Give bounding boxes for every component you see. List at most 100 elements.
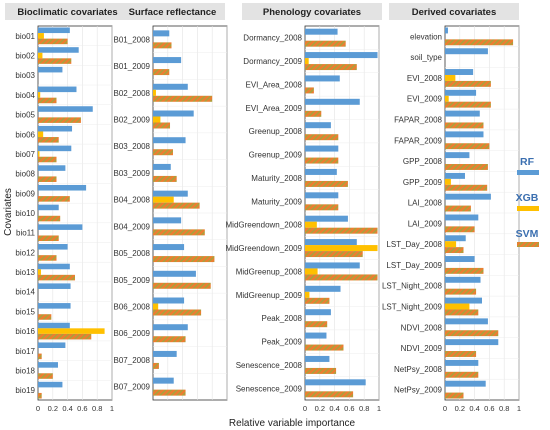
bar-rf xyxy=(305,379,366,386)
bar-rf xyxy=(305,145,339,152)
x-tick-label: 0 xyxy=(443,404,447,413)
bar-svm xyxy=(305,251,363,258)
category-label: B02_2009 xyxy=(114,116,151,125)
panel-title: Derived covariates xyxy=(412,7,497,18)
bar-rf xyxy=(38,106,93,112)
category-b06-2009 xyxy=(153,324,188,343)
category-b04-2008 xyxy=(153,190,200,209)
bar-svm xyxy=(445,164,488,170)
category-label: Dormancy_2009 xyxy=(243,57,302,66)
category-label: MidGreendown_2009 xyxy=(226,244,303,253)
category-label: LST_Night_2009 xyxy=(382,303,443,312)
category-label: B05_2009 xyxy=(114,276,151,285)
x-tick-label: 1 xyxy=(517,404,521,413)
bar-svm xyxy=(153,69,170,76)
category-senescence-2008 xyxy=(305,355,337,374)
category-label: B01_2008 xyxy=(114,35,151,44)
category-label: EVI_Area_2008 xyxy=(246,80,303,89)
bar-rf xyxy=(153,297,185,304)
bar-svm xyxy=(38,137,59,143)
x-axis-label: Relative variable importance xyxy=(229,418,356,429)
bar-svm xyxy=(305,110,322,117)
bar-svm xyxy=(445,39,514,46)
bar-rf xyxy=(305,98,360,105)
x-tick-label: 0.2 xyxy=(48,404,58,413)
bar-rf xyxy=(38,145,72,152)
bar-svm xyxy=(153,202,200,209)
category-bio18 xyxy=(38,362,58,379)
category-label: B07_2008 xyxy=(114,356,151,365)
bar-rf xyxy=(445,48,488,55)
bar-svm xyxy=(38,58,72,64)
bar-rf xyxy=(305,309,331,316)
category-label: bio19 xyxy=(15,386,35,395)
category-label: B03_2009 xyxy=(114,169,151,178)
bar-svm xyxy=(305,391,354,398)
bar-rf xyxy=(445,256,475,262)
bar-rf xyxy=(153,350,177,357)
panel-derived-covariates: Derived covariates elevation soil_type EVI_… xyxy=(382,3,521,413)
category-bio04 xyxy=(38,86,77,104)
bar-rf xyxy=(153,244,185,251)
bar-svm xyxy=(153,175,177,182)
bar-xgb xyxy=(305,245,378,252)
category-label: bio06 xyxy=(15,130,35,139)
bar-xgb xyxy=(38,151,40,157)
bar-rf xyxy=(153,110,194,117)
category-label: bio05 xyxy=(15,111,35,120)
legend-swatch-xgb xyxy=(517,206,539,211)
category-lai-2009 xyxy=(445,214,479,233)
bar-rf xyxy=(305,262,360,269)
panel-header xyxy=(5,3,130,20)
bar-rf xyxy=(445,318,488,325)
bar-rf xyxy=(305,28,338,35)
bar-xgb xyxy=(153,116,161,123)
category-midgreendown-2008 xyxy=(305,215,378,234)
bar-rf xyxy=(38,66,63,73)
category-evi-2009 xyxy=(445,89,491,108)
category-label: B06_2008 xyxy=(114,303,151,312)
bar-xgb xyxy=(38,269,41,275)
category-label: B04_2008 xyxy=(114,196,151,205)
bar-rf xyxy=(153,137,186,144)
x-tick-label: 0.4 xyxy=(329,404,339,413)
bar-svm xyxy=(305,40,346,47)
category-b01-2008 xyxy=(153,30,172,49)
bar-xgb xyxy=(153,89,156,96)
bar-rf xyxy=(38,47,79,53)
category-label: Peak_2008 xyxy=(262,314,303,323)
category-label: bio14 xyxy=(15,288,35,297)
legend-swatch-rf xyxy=(517,170,539,175)
panel-bioclimatic-covariates: Bioclimatic covariates bio01 bio02 bio03 bio… xyxy=(5,3,130,413)
bar-svm xyxy=(153,229,205,236)
x-tick-label: 0.2 xyxy=(315,404,325,413)
category-dormancy-2009 xyxy=(305,52,378,71)
category-label: bio16 xyxy=(15,327,35,336)
bar-svm xyxy=(445,205,471,212)
bar-xgb xyxy=(445,95,449,102)
bar-svm xyxy=(445,267,484,274)
category-label: bio07 xyxy=(15,150,35,159)
category-label: NDVI_2009 xyxy=(401,344,443,353)
bar-svm xyxy=(38,392,42,399)
x-tick-label: 0 xyxy=(36,404,40,413)
category-label: B06_2009 xyxy=(114,329,151,338)
category-label: Senescence_2009 xyxy=(236,384,303,393)
bar-rf xyxy=(38,303,71,309)
category-b02-2008 xyxy=(153,83,213,102)
category-maturity-2009 xyxy=(305,192,339,211)
category-label: bio13 xyxy=(15,268,35,277)
category-gpp-2008 xyxy=(445,152,488,170)
category-bio07 xyxy=(38,145,72,163)
bar-svm xyxy=(305,204,339,211)
bar-rf xyxy=(153,30,170,37)
category-bio15 xyxy=(38,303,71,320)
category-label: B03_2008 xyxy=(114,142,151,151)
bar-rf xyxy=(305,239,357,246)
bar-svm xyxy=(153,149,173,156)
category-label: bio17 xyxy=(15,347,35,356)
bar-rf xyxy=(153,324,188,331)
category-bio08 xyxy=(38,165,66,182)
category-b05-2009 xyxy=(153,270,211,289)
category-label: GPP_2008 xyxy=(403,157,443,166)
